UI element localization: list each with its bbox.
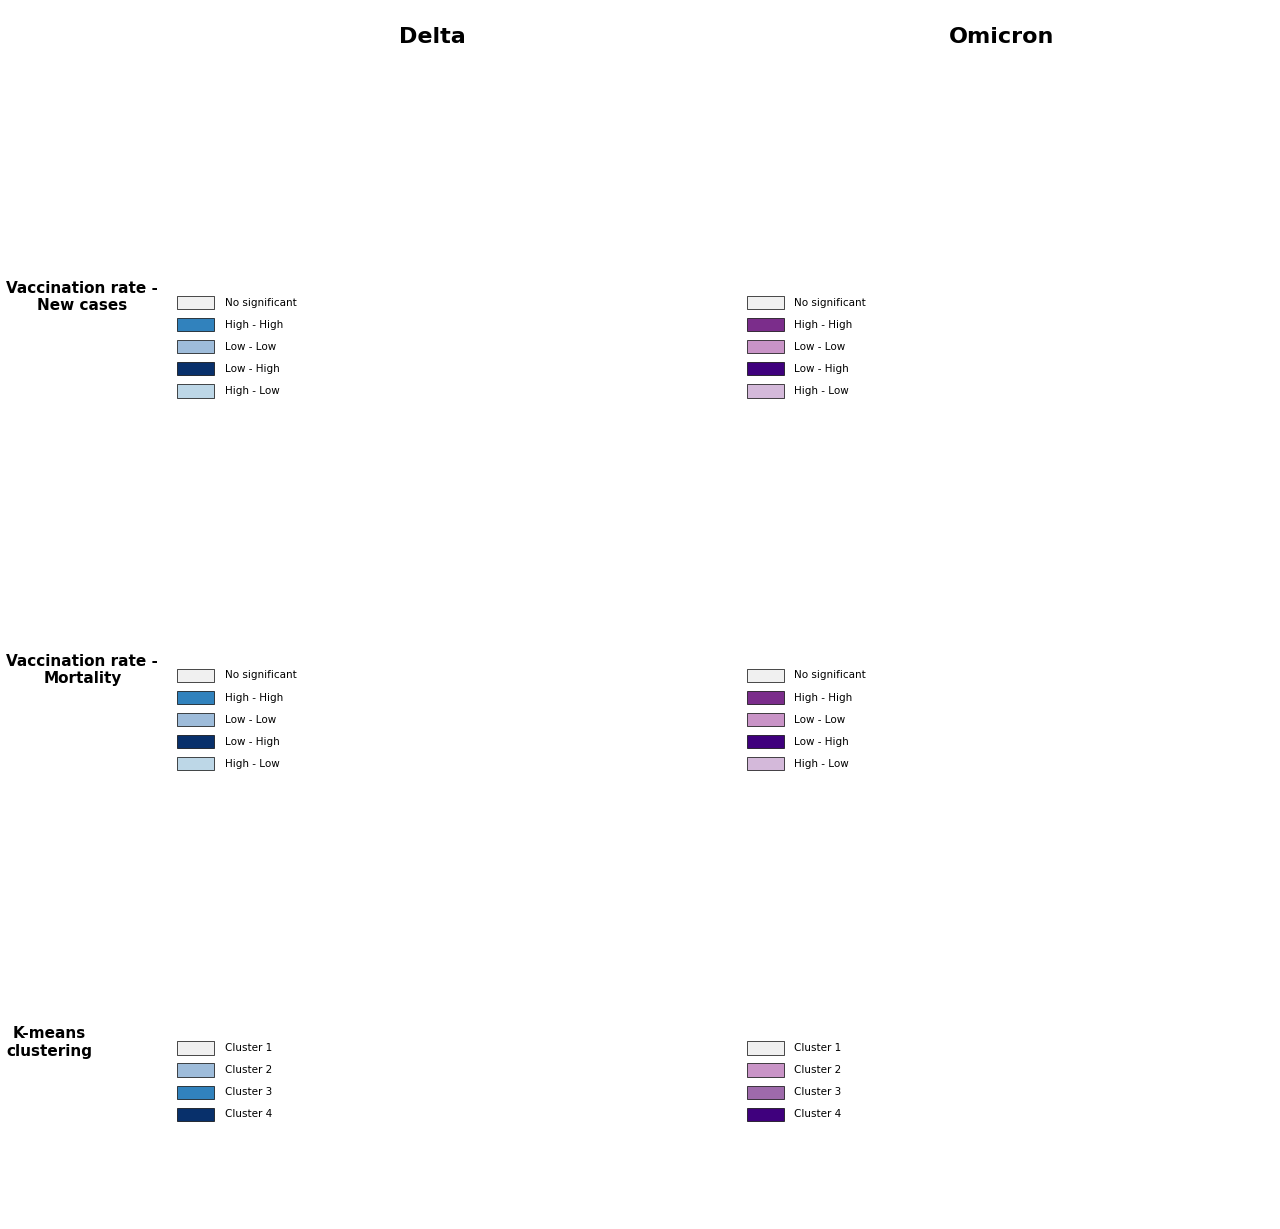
Text: Low - High: Low - High	[225, 364, 279, 374]
FancyBboxPatch shape	[746, 1063, 783, 1077]
FancyBboxPatch shape	[746, 735, 783, 748]
FancyBboxPatch shape	[746, 1107, 783, 1121]
FancyBboxPatch shape	[177, 296, 214, 310]
Text: No significant: No significant	[225, 297, 297, 307]
FancyBboxPatch shape	[177, 691, 214, 704]
Text: High - Low: High - Low	[225, 758, 279, 768]
FancyBboxPatch shape	[746, 318, 783, 332]
Text: High - High: High - High	[225, 320, 283, 329]
Text: No significant: No significant	[225, 671, 297, 681]
Text: Vaccination rate -
Mortality: Vaccination rate - Mortality	[6, 654, 159, 686]
Text: Low - Low: Low - Low	[225, 342, 276, 351]
FancyBboxPatch shape	[746, 757, 783, 771]
FancyBboxPatch shape	[177, 713, 214, 726]
FancyBboxPatch shape	[746, 363, 783, 376]
FancyBboxPatch shape	[177, 1041, 214, 1054]
Text: High - High: High - High	[795, 320, 852, 329]
FancyBboxPatch shape	[746, 1041, 783, 1054]
Text: K-means
clustering: K-means clustering	[6, 1026, 92, 1059]
FancyBboxPatch shape	[177, 757, 214, 771]
FancyBboxPatch shape	[177, 340, 214, 354]
Text: No significant: No significant	[795, 671, 867, 681]
Text: High - Low: High - Low	[795, 758, 849, 768]
Text: Cluster 3: Cluster 3	[225, 1088, 273, 1097]
Text: Cluster 2: Cluster 2	[795, 1066, 842, 1075]
Text: Cluster 4: Cluster 4	[795, 1110, 842, 1120]
FancyBboxPatch shape	[177, 383, 214, 397]
Text: Low - Low: Low - Low	[795, 714, 846, 725]
Text: High - Low: High - Low	[225, 386, 279, 396]
FancyBboxPatch shape	[746, 383, 783, 397]
Text: Omicron: Omicron	[948, 27, 1055, 47]
FancyBboxPatch shape	[177, 1107, 214, 1121]
FancyBboxPatch shape	[177, 735, 214, 748]
Text: Low - High: Low - High	[795, 736, 849, 747]
Text: High - High: High - High	[225, 692, 283, 703]
Text: Low - High: Low - High	[225, 736, 279, 747]
Text: Cluster 2: Cluster 2	[225, 1066, 273, 1075]
Text: Cluster 1: Cluster 1	[225, 1043, 273, 1053]
FancyBboxPatch shape	[177, 669, 214, 682]
Text: Cluster 1: Cluster 1	[795, 1043, 842, 1053]
FancyBboxPatch shape	[746, 296, 783, 310]
Text: High - High: High - High	[795, 692, 852, 703]
FancyBboxPatch shape	[746, 691, 783, 704]
Text: Low - High: Low - High	[795, 364, 849, 374]
FancyBboxPatch shape	[746, 669, 783, 682]
FancyBboxPatch shape	[746, 340, 783, 354]
Text: No significant: No significant	[795, 297, 867, 307]
Text: High - Low: High - Low	[795, 386, 849, 396]
Text: Cluster 3: Cluster 3	[795, 1088, 842, 1097]
Text: Delta: Delta	[398, 27, 466, 47]
FancyBboxPatch shape	[177, 1085, 214, 1099]
FancyBboxPatch shape	[177, 363, 214, 376]
FancyBboxPatch shape	[746, 1085, 783, 1099]
FancyBboxPatch shape	[746, 713, 783, 726]
Text: Cluster 4: Cluster 4	[225, 1110, 273, 1120]
Text: Low - Low: Low - Low	[225, 714, 276, 725]
FancyBboxPatch shape	[177, 1063, 214, 1077]
Text: Vaccination rate -
New cases: Vaccination rate - New cases	[6, 280, 159, 313]
Text: Low - Low: Low - Low	[795, 342, 846, 351]
FancyBboxPatch shape	[177, 318, 214, 332]
